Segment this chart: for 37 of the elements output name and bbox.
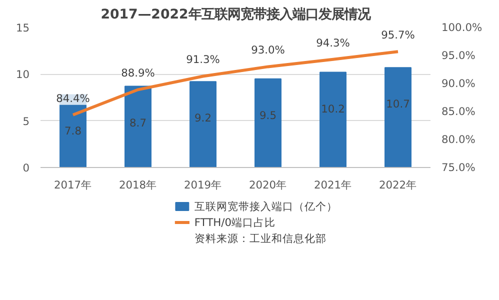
y-tick-label: 0 <box>22 162 30 174</box>
data-label: 9.5 <box>260 108 276 122</box>
data-label: 9.2 <box>194 112 212 125</box>
bar <box>384 67 412 168</box>
x-tick-label: 2020年 <box>248 178 288 192</box>
x-tick-label: 2017年 <box>54 178 92 192</box>
data-label: 95.7% <box>381 28 415 42</box>
x-tick-label: 2021年 <box>314 178 352 192</box>
y2-tick-label: 75.0% <box>442 161 476 174</box>
legend-label: 互联网宽带接入端口（亿个） <box>194 200 338 213</box>
bar <box>190 81 216 168</box>
data-label: 7.8 <box>64 124 82 138</box>
data-label: 84.4% <box>56 92 90 105</box>
bar <box>320 72 346 168</box>
legend-label: FTTH/0端口占比 <box>194 216 276 229</box>
y2-tick-label: 80.0% <box>442 133 476 146</box>
data-label: 10.2 <box>321 102 345 116</box>
y2-tick-label: 90.0% <box>442 77 476 90</box>
data-label: 93.0% <box>251 44 285 57</box>
y-tick-label: 5 <box>22 114 30 128</box>
y2-tick-label: 85.0% <box>442 105 476 118</box>
bar <box>254 78 282 168</box>
y2-tick-label: 100.0% <box>442 21 482 34</box>
data-label: 88.9% <box>121 66 155 80</box>
y2-tick-label: 95.0% <box>442 49 476 62</box>
x-tick-label: 2018年 <box>118 178 158 192</box>
x-tick-label: 2022年 <box>378 178 418 192</box>
chart-title: 2017—2022年互联网宽带接入端口发展情况 <box>100 6 372 22</box>
x-tick-label: 2019年 <box>184 178 222 192</box>
y-tick-label: 10 <box>16 68 30 82</box>
bar <box>124 86 152 168</box>
data-label: 91.3% <box>186 53 220 66</box>
y-tick-label: 15 <box>16 22 30 34</box>
data-label: 10.7 <box>386 98 410 111</box>
text: 资料来源：工业和信息化部 <box>194 232 326 245</box>
data-label: 8.7 <box>130 116 146 130</box>
data-label: 94.3% <box>316 36 350 50</box>
